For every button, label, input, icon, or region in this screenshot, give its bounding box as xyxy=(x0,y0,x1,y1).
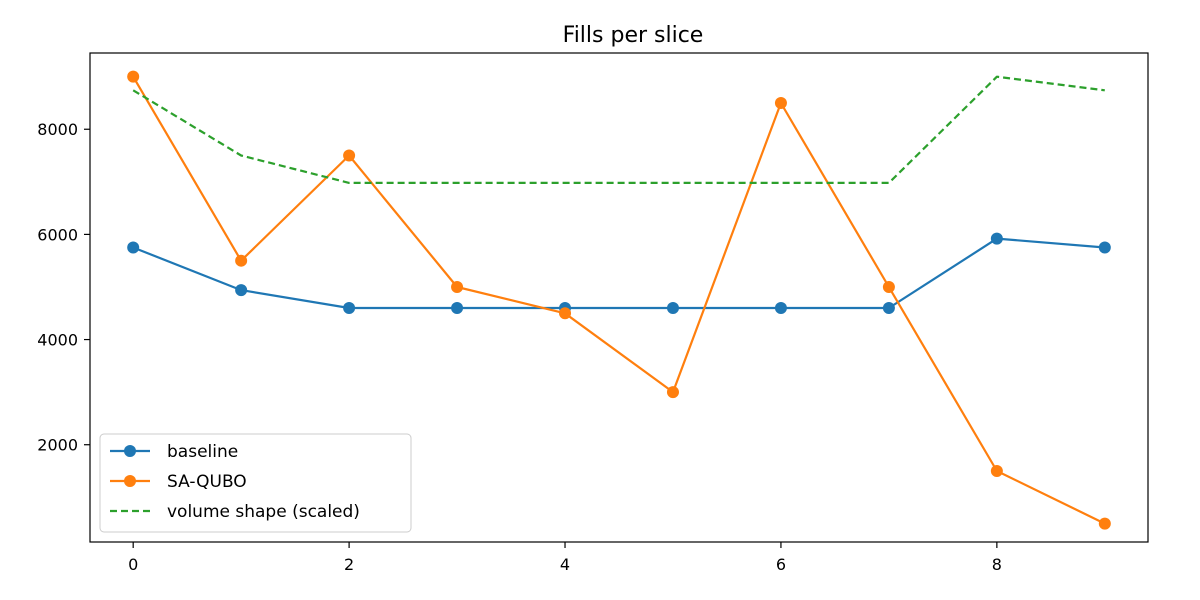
data-point-baseline-5 xyxy=(666,302,679,315)
y-tick-label: 4000 xyxy=(37,331,78,350)
axes: 0 2 4 6 8 2000 4000 6000 8000 xyxy=(37,120,1002,574)
data-point-baseline-6 xyxy=(774,302,787,315)
data-point-sa-qubo-7 xyxy=(882,280,895,293)
x-tick-label: 2 xyxy=(344,555,354,574)
y-tick-label: 6000 xyxy=(37,225,78,244)
chart-title: Fills per slice xyxy=(563,23,704,48)
series-line-baseline xyxy=(132,237,1105,310)
data-point-sa-qubo-9 xyxy=(1098,517,1111,530)
legend-label-baseline: baseline xyxy=(167,442,238,462)
legend-marker-baseline xyxy=(124,445,136,457)
data-point-sa-qubo-1 xyxy=(235,254,248,267)
data-point-sa-qubo-6 xyxy=(774,96,787,109)
data-point-sa-qubo-0 xyxy=(127,70,140,83)
legend-box xyxy=(99,433,412,533)
data-point-baseline-2 xyxy=(343,302,356,315)
legend: baseline SA-QUBO volume shape (scaled) xyxy=(99,433,412,533)
x-tick-label: 8 xyxy=(992,555,1002,574)
plot-frame xyxy=(89,52,1149,543)
data-point-sa-qubo-2 xyxy=(343,149,356,162)
data-point-baseline-3 xyxy=(451,302,464,315)
plot-area xyxy=(127,70,1111,530)
series-line-sa-qubo xyxy=(132,76,1106,525)
legend-label-sa-qubo: SA-QUBO xyxy=(167,472,247,492)
data-point-sa-qubo-4 xyxy=(559,307,572,320)
data-point-baseline-0 xyxy=(127,241,140,254)
y-tick-label: 8000 xyxy=(37,120,78,139)
data-point-baseline-9 xyxy=(1098,241,1111,254)
x-tick-label: 6 xyxy=(776,555,786,574)
series-line-volume-shape-scaled- xyxy=(132,75,1105,184)
data-point-baseline-8 xyxy=(990,232,1003,245)
legend-label-volume-shape-scaled-: volume shape (scaled) xyxy=(167,502,360,522)
data-point-sa-qubo-8 xyxy=(990,465,1003,478)
legend-marker-sa-qubo xyxy=(124,475,136,487)
x-tick-label: 0 xyxy=(128,555,138,574)
data-point-sa-qubo-5 xyxy=(666,386,679,399)
data-point-baseline-1 xyxy=(235,284,248,297)
data-point-baseline-7 xyxy=(882,302,895,315)
x-tick-label: 4 xyxy=(560,555,570,574)
data-point-sa-qubo-3 xyxy=(451,280,464,293)
y-tick-label: 2000 xyxy=(37,436,78,455)
